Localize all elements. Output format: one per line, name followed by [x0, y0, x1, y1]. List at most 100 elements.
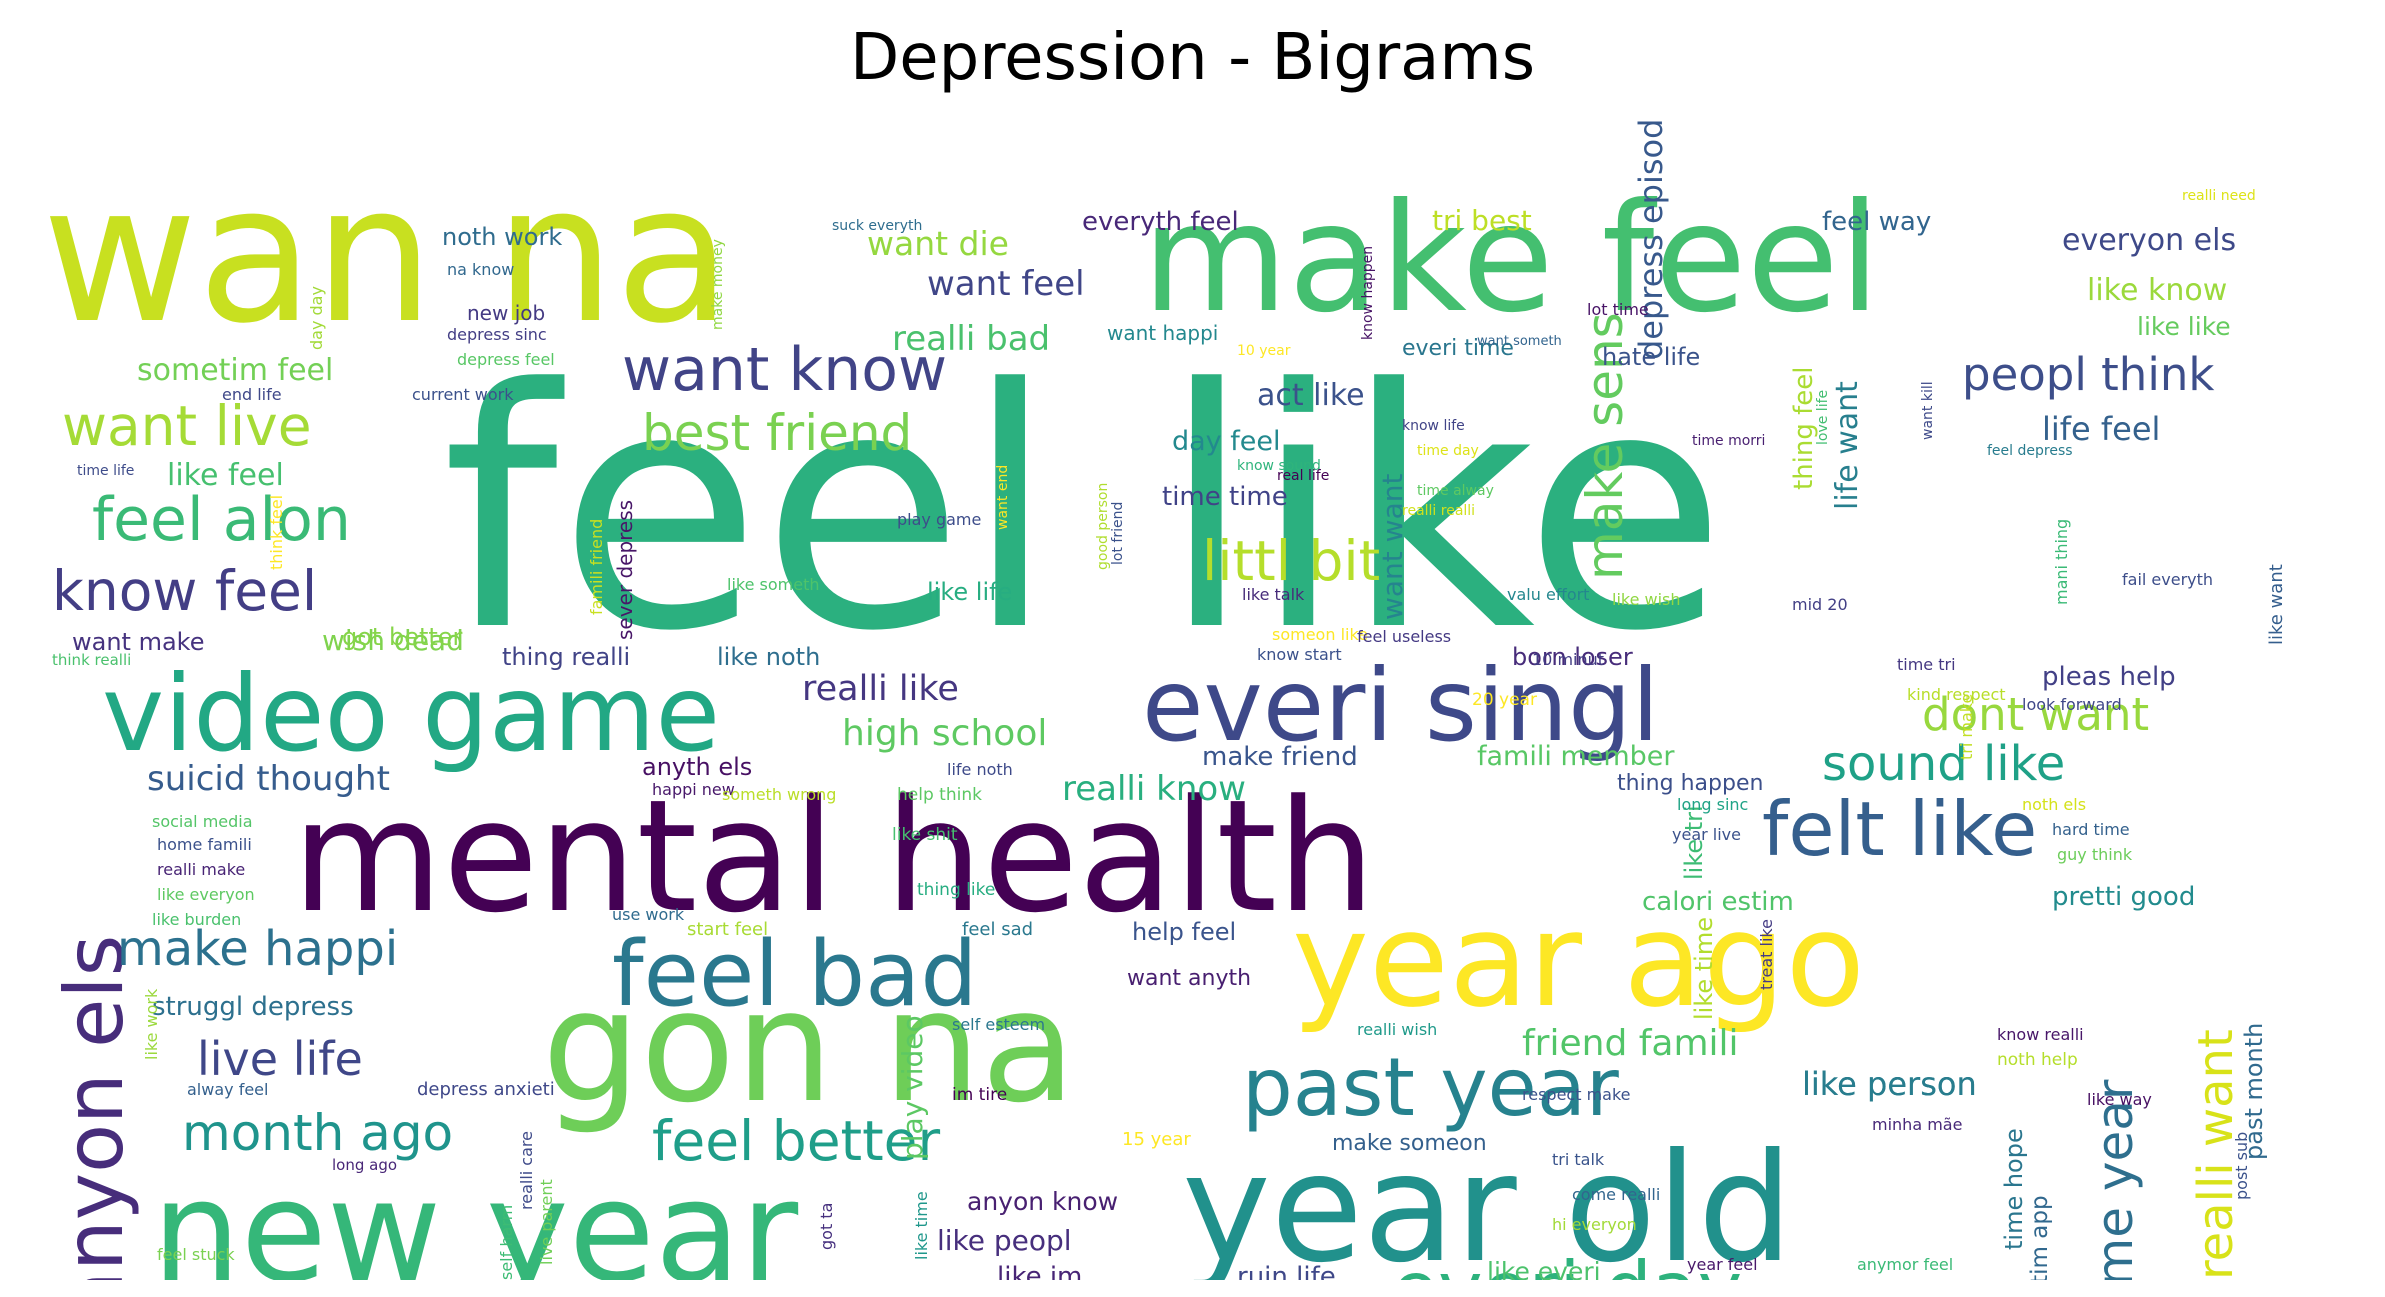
word-like-everyon: like everyon: [157, 885, 255, 904]
word-like-time: like time: [1690, 917, 1718, 1020]
word-play-video: play video: [896, 1015, 929, 1160]
word-year-old: year old: [1182, 1122, 1793, 1280]
word-high-school: high school: [842, 713, 1047, 754]
word-valu-effort: valu effort: [1507, 585, 1589, 604]
word-day-feel: day feel: [1172, 426, 1280, 457]
word-think-realli: think realli: [52, 651, 131, 669]
word-estim-app: estim app: [2027, 1195, 2053, 1280]
word-im-tire: im tire: [952, 1085, 1007, 1105]
word-like-person: like person: [1802, 1065, 1977, 1103]
word-month-ago: month ago: [182, 1104, 453, 1162]
word-day-day: day day: [307, 286, 326, 350]
word-minha-m-e: minha mãe: [1872, 1115, 1962, 1134]
word-want-know: want know: [622, 335, 947, 405]
word-know-start: know start: [1257, 645, 1342, 664]
word-long-ago: long ago: [332, 1156, 397, 1174]
word-think-feel: think feel: [267, 495, 286, 570]
word-time-hope: time hope: [2000, 1128, 2028, 1250]
word-noth-help: noth help: [1997, 1050, 2078, 1070]
word-pleas-help: pleas help: [2042, 662, 2176, 692]
word-realli-realli: realli realli: [1402, 503, 1475, 519]
word-good-person: good person: [1095, 483, 1111, 570]
word-make-friend: make friend: [1202, 742, 1358, 772]
word-want-feel: want feel: [927, 264, 1085, 304]
word-home-famili: home famili: [157, 835, 252, 854]
word-feel-like: feel like: [442, 319, 1727, 703]
word-like-peopl: like peopl: [937, 1224, 1072, 1257]
word-realli-want: realli want: [2188, 1029, 2244, 1280]
word-struggl-depress: struggl depress: [152, 992, 354, 1022]
word-noth-work: noth work: [442, 223, 562, 251]
word-anyon-els: anyon els: [48, 935, 141, 1280]
word-make-someon: make someon: [1332, 1131, 1487, 1156]
word-tri-best: tri best: [1432, 204, 1532, 237]
word-anymor-feel: anymor feel: [1857, 1255, 1953, 1274]
word-tri-make: tri make: [1957, 694, 1976, 760]
word-thing-like: thing like: [917, 880, 995, 900]
word-everi-singl: everi singl: [1142, 647, 1659, 764]
word-live-parent: live parent: [537, 1179, 556, 1265]
word-happi-new: happi new: [652, 780, 735, 799]
word-make-money: make money: [710, 239, 726, 330]
word-time-morri: time morri: [1692, 433, 1765, 449]
word-like-burden: like burden: [152, 910, 241, 929]
word-alway-feel: alway feel: [187, 1080, 268, 1099]
word-post-sub: post sub: [2232, 1132, 2251, 1200]
word-realli-know: realli know: [1062, 769, 1246, 809]
word-peopl-think: peopl think: [1962, 348, 2214, 401]
word-realli-bad: realli bad: [892, 319, 1050, 359]
word-fail-everyth: fail everyth: [2122, 570, 2213, 589]
word-want-kill: want kill: [1920, 381, 1936, 440]
word-love-life: love life: [1815, 390, 1831, 445]
word-treat-like: treat like: [1757, 919, 1776, 990]
word-hate-life: hate life: [1602, 343, 1700, 371]
word-know-feel: know feel: [52, 559, 317, 623]
word-look-forward: look forward: [2022, 695, 2122, 714]
word-sever-depress: sever depress: [613, 500, 637, 640]
word-thing-realli: thing realli: [502, 643, 630, 671]
word-wan-na: wan na: [42, 144, 732, 365]
word-everyth-feel: everyth feel: [1082, 207, 1239, 237]
word-video-game: video game: [102, 653, 720, 775]
word-guy-think: guy think: [2057, 845, 2133, 864]
word-everi-time: everi time: [1402, 336, 1514, 361]
word-kind-respect: kind respect: [1907, 685, 2006, 704]
word-want-want: want want: [1376, 474, 1409, 620]
word-thing-feel: thing feel: [1789, 366, 1819, 490]
word-time-life: time life: [77, 463, 134, 479]
word-life-noth: life noth: [947, 760, 1013, 779]
word-want-die: want die: [867, 224, 1009, 263]
word-pretti-good: pretti good: [2052, 882, 2195, 912]
word-like-im: like im: [997, 1262, 1082, 1280]
word-like-way: like way: [2087, 1090, 2152, 1109]
word-na-know: na know: [447, 260, 514, 279]
word-past-month: past month: [2240, 1023, 2268, 1160]
word-depress-sinc: depress sinc: [447, 325, 547, 344]
word-act-like: act like: [1257, 378, 1365, 413]
word-born-loser: born loser: [1512, 643, 1633, 671]
word-like-everi: like everi: [1487, 1257, 1601, 1280]
word-like-person: like person: [1802, 1065, 1977, 1103]
word-lot-friend: lot friend: [1110, 502, 1126, 565]
word-social-media: social media: [152, 812, 253, 831]
word-want-anyth: want anyth: [1127, 966, 1251, 991]
word-come-realli: come realli: [1572, 1185, 1660, 1204]
word-feel-sad: feel sad: [962, 919, 1033, 940]
word-feel-depress: feel depress: [1987, 443, 2073, 459]
word-hi-everyon: hi everyon: [1552, 1215, 1637, 1234]
word-past-year: past year: [1242, 1041, 1619, 1134]
word-year-ago: year ago: [1292, 884, 1865, 1036]
word-got-ta: got ta: [817, 1203, 836, 1250]
word-depress-feel: depress feel: [457, 350, 555, 369]
word-like-talk: like talk: [1242, 585, 1305, 604]
word-want-someth: want someth: [1477, 334, 1562, 349]
word-littl-bit: littl bit: [1202, 529, 1380, 593]
word-everyon-els: everyon els: [2062, 223, 2236, 258]
word-start-feel: start feel: [687, 919, 768, 940]
word-like-like: like like: [2137, 312, 2231, 341]
word-live-life: live life: [197, 1032, 363, 1086]
word-best-friend: best friend: [642, 404, 912, 462]
word-tri-talk: tri talk: [1552, 1150, 1605, 1169]
word-anyth-els: anyth els: [642, 753, 752, 781]
